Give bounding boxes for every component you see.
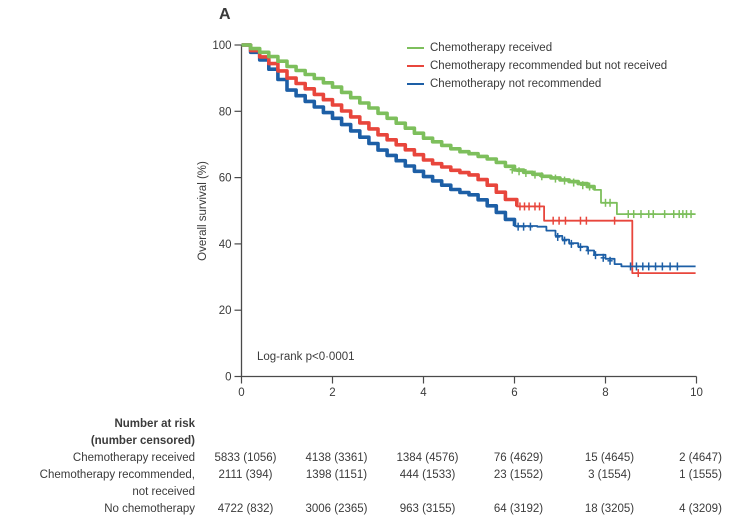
legend-label: Chemotherapy received <box>430 42 553 54</box>
legend-line-swatch-red <box>407 64 424 68</box>
risk-value: 23 (1552) <box>493 469 544 481</box>
x-tick-label: 8 <box>602 387 608 399</box>
legend-label: Chemotherapy not recommended <box>430 78 602 90</box>
risk-value: 4722 (832) <box>217 503 274 515</box>
risk-value: 1 (1555) <box>679 469 722 481</box>
y-tick-label: 60 <box>219 173 232 185</box>
risk-value: 18 (3205) <box>584 503 635 515</box>
risk-value: 4 (3209) <box>679 503 722 515</box>
risk-value: 15 (4645) <box>584 452 635 464</box>
risk-value: 3006 (2365) <box>305 503 368 515</box>
risk-value: 4138 (3361) <box>305 452 368 464</box>
y-tick-label: 20 <box>219 305 232 317</box>
y-tick-label: 100 <box>212 40 231 52</box>
legend-item-received: Chemotherapy received <box>407 39 667 57</box>
risk-value: 444 (1533) <box>399 469 456 481</box>
legend-item-recommended-not-received: Chemotherapy recommended but not receive… <box>407 57 667 75</box>
risk-value: 64 (3192) <box>493 503 544 515</box>
x-tick-label: 6 <box>511 387 517 399</box>
risk-table-header: (number censored) <box>90 435 195 447</box>
legend-label: Chemotherapy recommended but not receive… <box>430 60 668 72</box>
x-tick-label: 0 <box>238 387 244 399</box>
risk-row-label: Chemotherapy received <box>72 452 195 464</box>
risk-value: 2111 (394) <box>218 469 273 481</box>
risk-table-header: Number at risk <box>114 418 195 430</box>
y-axis-title: Overall survival (%) <box>197 161 209 261</box>
series-line-thick-chemotherapy-not-recommended <box>241 43 517 226</box>
risk-row-label: not received <box>132 486 195 498</box>
legend-item-not-recommended: Chemotherapy not recommended <box>407 75 667 93</box>
risk-row-label: Chemotherapy recommended, <box>39 469 195 481</box>
x-tick-label: 4 <box>420 387 427 399</box>
x-tick-label: 10 <box>690 387 703 399</box>
risk-value: 1398 (1151) <box>305 469 368 481</box>
log-rank-annotation: Log-rank p<0·0001 <box>257 351 355 363</box>
y-tick-label: 0 <box>225 372 231 384</box>
risk-value: 2 (4647) <box>679 452 722 464</box>
risk-value: 3 (1554) <box>588 469 631 481</box>
y-tick-label: 80 <box>219 106 232 118</box>
panel-label: A <box>219 6 231 23</box>
series-line-thick-chemotherapy-recommended-but-not-received <box>241 43 519 207</box>
risk-value: 5833 (1056) <box>214 452 277 464</box>
risk-row-label: No chemotherapy <box>104 503 195 515</box>
legend-line-swatch-blue <box>407 82 424 86</box>
chart-legend: Chemotherapy received Chemotherapy recom… <box>407 39 667 93</box>
risk-value: 963 (3155) <box>399 503 456 515</box>
y-tick-label: 40 <box>219 239 232 251</box>
x-tick-label: 2 <box>329 387 335 399</box>
risk-value: 1384 (4576) <box>396 452 459 464</box>
legend-line-swatch-green <box>407 46 424 50</box>
risk-value: 76 (4629) <box>493 452 544 464</box>
